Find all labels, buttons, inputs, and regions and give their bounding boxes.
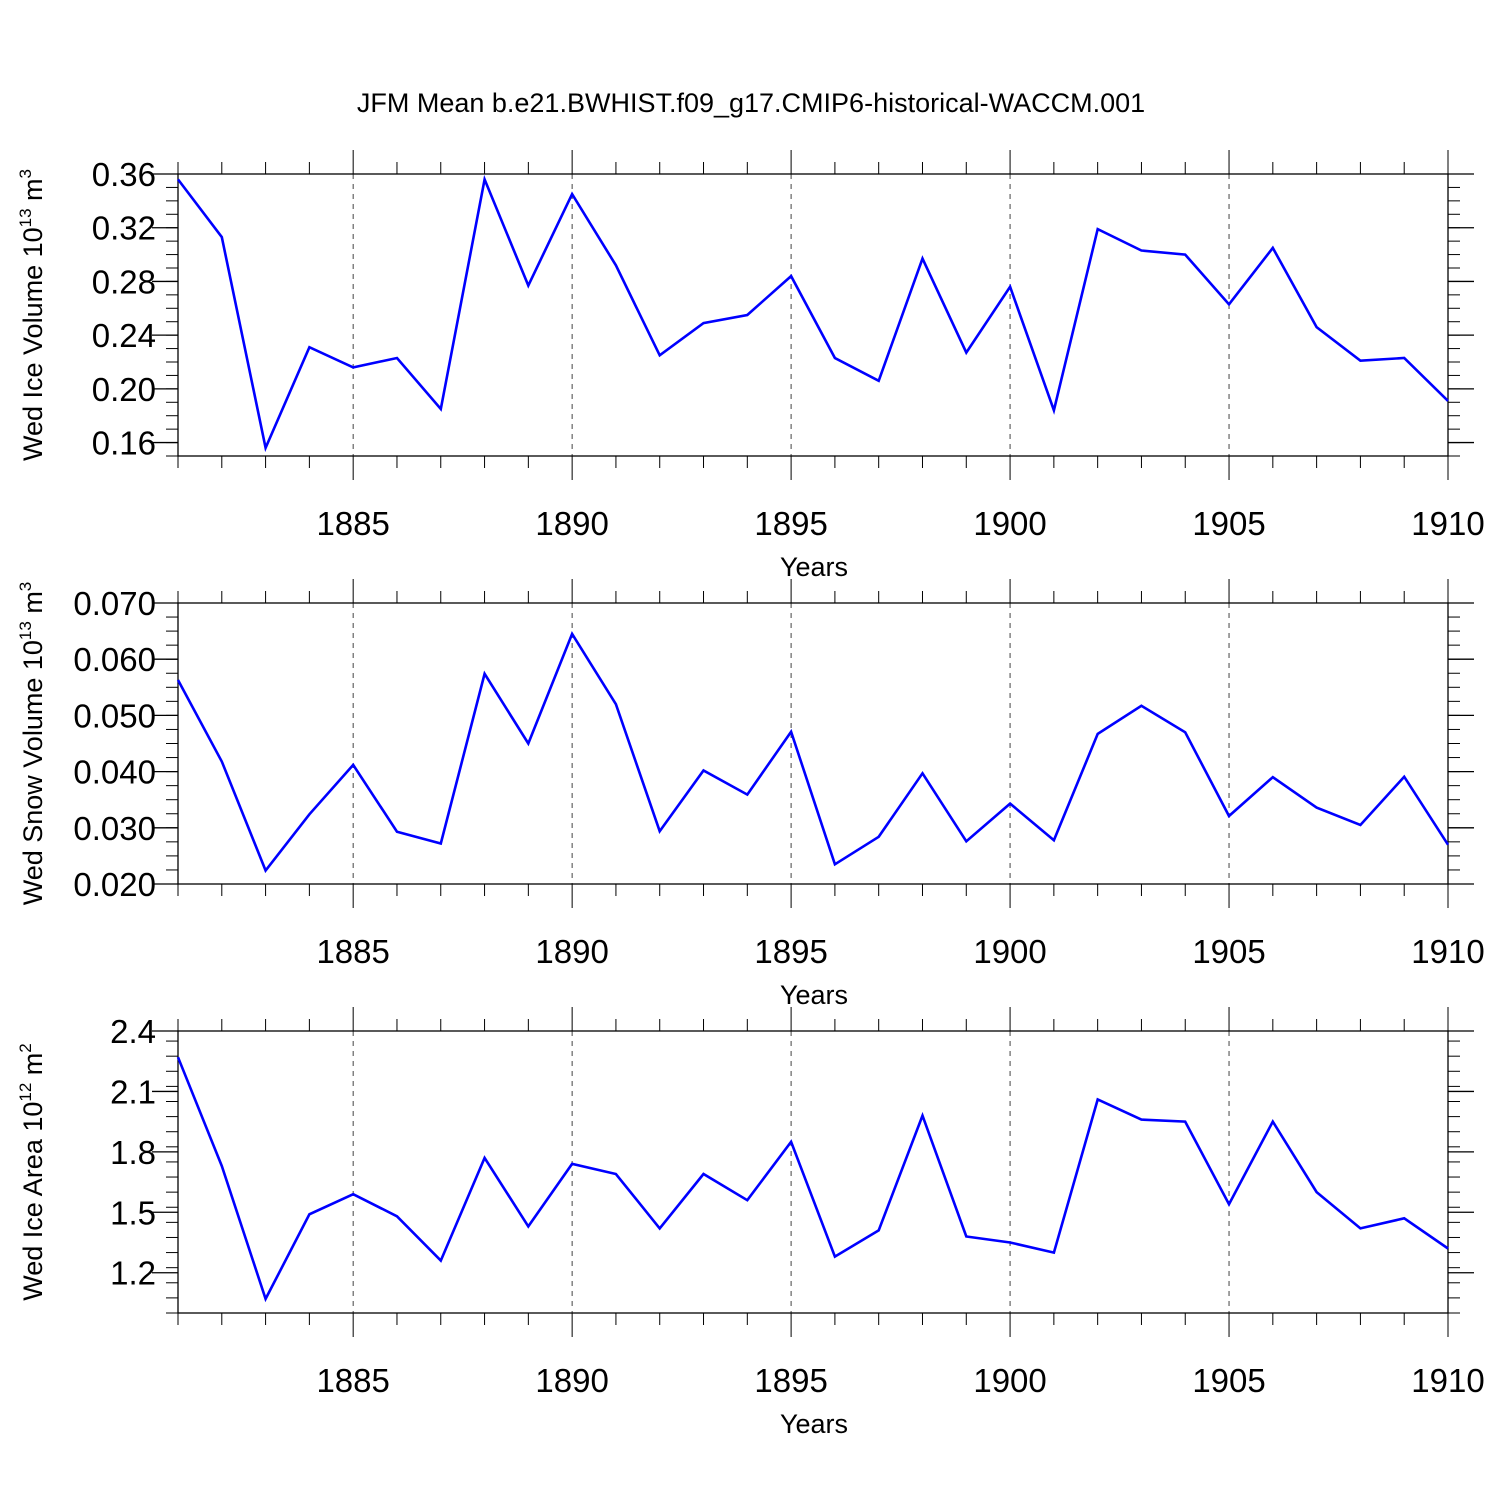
y-tick-label: 1.5 bbox=[110, 1194, 156, 1231]
series-line bbox=[176, 1056, 1449, 1303]
x-tick-label: 1900 bbox=[973, 933, 1046, 970]
y-tick-label: 0.030 bbox=[73, 810, 156, 847]
y-axis-label: Wed Ice Volume 1013 m3 bbox=[16, 169, 48, 461]
x-tick-label: 1895 bbox=[754, 1362, 827, 1399]
figure-title: JFM Mean b.e21.BWHIST.f09_g17.CMIP6-hist… bbox=[357, 88, 1145, 118]
series-line bbox=[176, 631, 1450, 874]
x-tick-label: 1905 bbox=[1192, 1362, 1265, 1399]
y-tick-label: 0.32 bbox=[92, 210, 156, 247]
y-tick-label: 1.8 bbox=[110, 1134, 156, 1171]
x-tick-label: 1905 bbox=[1192, 933, 1265, 970]
y-tick-label: 0.020 bbox=[73, 866, 156, 903]
x-tick-label: 1885 bbox=[316, 505, 389, 542]
plot-frame bbox=[177, 1030, 1449, 1314]
x-tick-label: 1910 bbox=[1411, 933, 1484, 970]
x-tick-label: 1910 bbox=[1411, 1362, 1484, 1399]
x-axis-label: Years bbox=[780, 552, 848, 582]
y-tick-label: 0.28 bbox=[92, 263, 156, 300]
panel-2: 1885 1890 1895 1900 1905 1910 Years 0.020 0.030 0… bbox=[16, 579, 1485, 1010]
x-tick-label: 1890 bbox=[535, 933, 608, 970]
panel-3: 1885 1890 1895 1900 1905 1910 Years 1.2 1.5 1.8 2.… bbox=[16, 1007, 1485, 1439]
y-tick-label: 0.16 bbox=[92, 425, 156, 462]
x-tick-label: 1905 bbox=[1192, 505, 1265, 542]
panels: 1885 1890 1895 1900 1905 1910 Years 0.16 0.20 0.2… bbox=[16, 150, 1485, 1439]
panel-1: 1885 1890 1895 1900 1905 1910 Years 0.16 0.20 0.2… bbox=[16, 150, 1485, 582]
y-tick-label: 1.2 bbox=[110, 1255, 156, 1292]
x-tick-label: 1910 bbox=[1411, 505, 1484, 542]
y-tick-label: 2.1 bbox=[110, 1073, 156, 1110]
x-tick-label: 1895 bbox=[754, 505, 827, 542]
x-tick-label: 1890 bbox=[535, 505, 608, 542]
plot-frame bbox=[177, 602, 1449, 885]
y-tick-label: 0.36 bbox=[92, 156, 156, 193]
x-tick-label: 1885 bbox=[316, 933, 389, 970]
plot-frame bbox=[177, 173, 1449, 457]
y-tick-label: 2.4 bbox=[110, 1013, 156, 1050]
x-tick-label: 1900 bbox=[973, 505, 1046, 542]
y-tick-label: 0.070 bbox=[73, 585, 156, 622]
x-tick-label: 1885 bbox=[316, 1362, 389, 1399]
y-axis-label: Wed Ice Area 1012 m2 bbox=[16, 1043, 48, 1301]
x-tick-label: 1890 bbox=[535, 1362, 608, 1399]
series-line bbox=[176, 174, 1449, 453]
y-axis-label: Wed Snow Volume 1013 m3 bbox=[16, 582, 48, 906]
x-tick-label: 1895 bbox=[754, 933, 827, 970]
y-tick-label: 0.24 bbox=[92, 317, 156, 354]
x-axis-label: Years bbox=[780, 980, 848, 1010]
y-tick-label: 0.040 bbox=[73, 754, 156, 791]
y-tick-label: 0.060 bbox=[73, 641, 156, 678]
x-tick-label: 1900 bbox=[973, 1362, 1046, 1399]
y-tick-label: 0.050 bbox=[73, 697, 156, 734]
x-axis-label: Years bbox=[780, 1409, 848, 1439]
y-tick-label: 0.20 bbox=[92, 371, 156, 408]
